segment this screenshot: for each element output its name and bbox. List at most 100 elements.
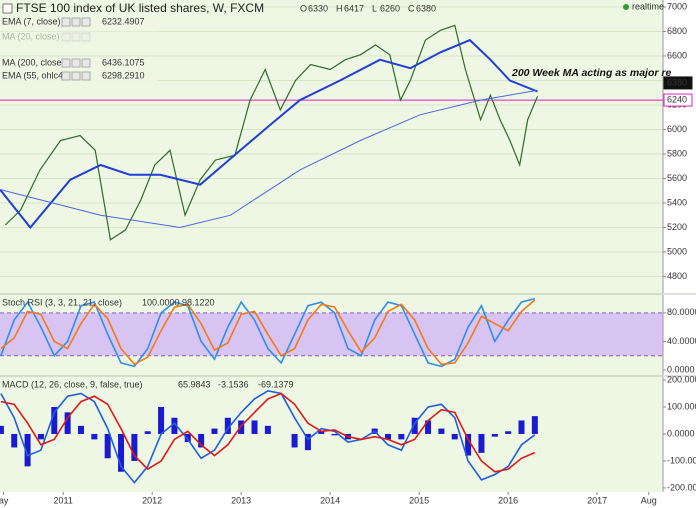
y-tick-label: 5800 xyxy=(667,148,687,158)
indicator-value: 6298.2910 xyxy=(102,70,145,80)
y-tick-label: 0.0000 xyxy=(667,428,695,438)
status-dot xyxy=(623,4,629,10)
histogram-bar xyxy=(11,433,18,448)
histogram-bar xyxy=(451,433,458,440)
histogram-bar xyxy=(171,417,178,434)
y-tick-label: 5200 xyxy=(667,222,687,232)
x-tick-label: ay xyxy=(0,495,9,505)
y-tick-label: 0.0000 xyxy=(667,364,695,374)
histogram-bar xyxy=(91,433,98,440)
y-tick-label: 6600 xyxy=(667,50,687,60)
histogram-bar xyxy=(465,433,472,456)
series-line xyxy=(0,38,538,230)
x-tick-label: 2015 xyxy=(409,495,429,505)
histogram-bar xyxy=(184,433,191,443)
ohlc-value: 6260 xyxy=(380,3,400,13)
price-tag-label: 6240 xyxy=(667,94,687,104)
indicator-name: MA (200, close) xyxy=(2,57,65,67)
status-text: realtime xyxy=(632,1,664,11)
indicator-value: 65.9843 xyxy=(178,379,211,389)
indicator-legend: MA (200, close) 6436.1075 xyxy=(0,57,158,69)
legend-button[interactable] xyxy=(71,71,81,81)
histogram-bar xyxy=(385,433,392,440)
histogram-bar xyxy=(425,420,432,434)
indicator-title: Stoch RSI (3, 3, 21, 21, close) xyxy=(2,297,122,307)
legend-button[interactable] xyxy=(61,32,71,42)
legend-button[interactable] xyxy=(71,17,81,27)
histogram-bar xyxy=(398,433,405,440)
histogram-bar xyxy=(331,433,338,436)
x-tick-label: Aug xyxy=(641,495,657,505)
chart-title: FTSE 100 index of UK listed shares, W, F… xyxy=(16,1,264,15)
ohlc-value: 6417 xyxy=(344,3,364,13)
histogram-bar xyxy=(37,433,44,440)
legend-button[interactable] xyxy=(61,58,71,68)
price-tag-label: 6380 xyxy=(667,77,687,87)
histogram-bar xyxy=(505,431,512,434)
histogram-bar xyxy=(118,433,125,472)
y-tick-label: 4800 xyxy=(667,271,687,281)
series-line xyxy=(0,299,536,366)
indicator-value: 100.0000 xyxy=(142,297,180,307)
histogram-bar xyxy=(491,433,498,437)
price-tag xyxy=(663,93,693,107)
indicator-value: 6436.1075 xyxy=(102,57,145,67)
histogram-bar xyxy=(64,412,71,434)
histogram-bar xyxy=(438,428,445,434)
ohlc-key: L xyxy=(372,3,377,13)
histogram-bar xyxy=(304,433,311,451)
ohlc-value: 6380 xyxy=(416,3,436,13)
time-axis-background xyxy=(0,492,696,508)
stoch-band xyxy=(0,312,663,356)
legend-button[interactable] xyxy=(61,71,71,81)
legend-button[interactable] xyxy=(61,17,71,27)
indicator-legend: EMA (7, close) 6232.4907 xyxy=(0,16,158,28)
histogram-bar xyxy=(51,406,58,434)
x-tick-label: 2016 xyxy=(498,495,518,505)
histogram-bar xyxy=(478,433,485,453)
indicator-value: -3.1536 xyxy=(218,379,249,389)
legend-button[interactable] xyxy=(81,17,91,27)
series-line xyxy=(4,24,539,241)
series-line xyxy=(0,389,536,484)
histogram-bar xyxy=(144,431,151,434)
indicator-value: 98.1220 xyxy=(182,297,215,307)
y-tick-label: 5600 xyxy=(667,173,687,183)
histogram-bar xyxy=(518,420,525,434)
legend-button[interactable] xyxy=(71,32,81,42)
legend-button[interactable] xyxy=(71,58,81,68)
y-tick-label: -100.0000 xyxy=(667,455,696,465)
ohlc-key: C xyxy=(408,3,415,13)
y-tick-label: 200.0000 xyxy=(667,374,696,384)
price-tag xyxy=(663,76,693,90)
histogram-bar xyxy=(264,425,271,434)
ohlc-value: 6330 xyxy=(308,3,328,13)
histogram-bar xyxy=(411,417,418,434)
x-tick-label: 2013 xyxy=(231,495,251,505)
histogram-bar xyxy=(77,425,84,434)
indicator-title: MACD (12, 26, close, 9, false, true) xyxy=(2,379,143,389)
legend-button[interactable] xyxy=(81,58,91,68)
y-tick-label: 6000 xyxy=(667,124,687,134)
x-tick-label: 2011 xyxy=(54,495,73,505)
histogram-bar xyxy=(131,433,138,461)
indicator-legend: MA (20, close) xyxy=(0,31,158,43)
legend-button[interactable] xyxy=(81,71,91,81)
histogram-bar xyxy=(24,433,31,467)
indicator-name: EMA (7, close) xyxy=(2,16,61,26)
y-tick-label: 100.0000 xyxy=(667,401,696,411)
histogram-bar xyxy=(104,433,111,459)
x-tick-label: 2017 xyxy=(587,495,607,505)
legend-button[interactable] xyxy=(81,32,91,42)
y-tick-label: 5000 xyxy=(667,246,687,256)
histogram-bar xyxy=(0,425,4,434)
ohlc-key: O xyxy=(300,3,307,13)
histogram-bar xyxy=(531,416,538,434)
histogram-bar xyxy=(158,406,165,434)
histogram-bar xyxy=(198,433,205,448)
indicator-name: EMA (55, ohlc4) xyxy=(2,70,66,80)
y-tick-label: 40.0000 xyxy=(667,336,696,346)
series-line xyxy=(0,392,536,473)
histogram-bar xyxy=(251,420,258,434)
y-tick-label: 80.0000 xyxy=(667,307,696,317)
